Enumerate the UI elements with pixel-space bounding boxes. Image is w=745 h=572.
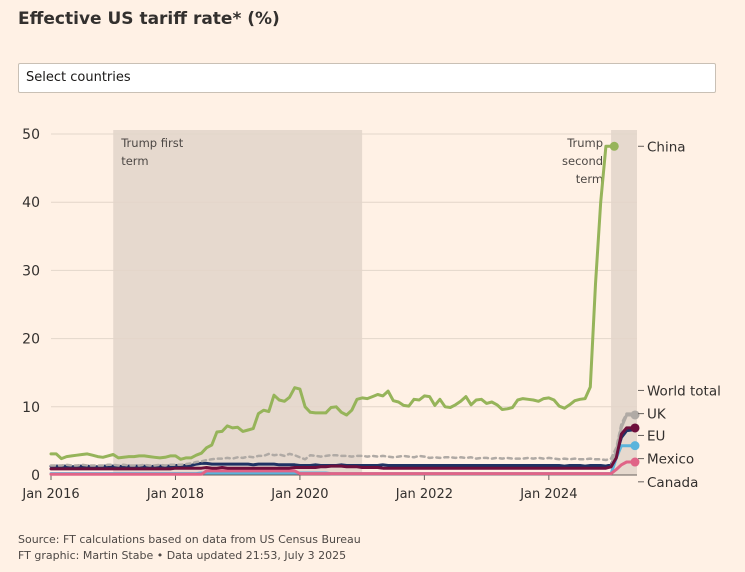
series-end-dot-eu bbox=[630, 423, 640, 433]
y-tick-label: 20 bbox=[22, 332, 40, 348]
x-tick-label: Jan 2020 bbox=[270, 487, 328, 502]
select-countries-dropdown[interactable]: Select countries bbox=[18, 63, 716, 93]
y-tick-label: 0 bbox=[31, 468, 40, 484]
series-end-dot-china bbox=[609, 141, 619, 151]
series-line-eu bbox=[49, 426, 639, 471]
shaded-period-label: term bbox=[576, 172, 603, 186]
series-end-dot-uk bbox=[630, 410, 640, 420]
shaded-period-label: term bbox=[121, 154, 148, 168]
series-end-dot-mexico bbox=[630, 457, 640, 467]
x-tick-label: Jan 2024 bbox=[519, 487, 577, 502]
end-label-canada: Canada bbox=[647, 475, 698, 491]
y-tick-label: 10 bbox=[22, 400, 40, 416]
x-tick-label: Jan 2022 bbox=[395, 487, 453, 502]
end-label-uk: UK bbox=[647, 407, 667, 423]
series-lines bbox=[49, 141, 640, 476]
end-labels: China World total UK EU Mexico Canada bbox=[638, 139, 721, 491]
end-label-eu: EU bbox=[647, 428, 665, 444]
x-tick-label: Jan 2018 bbox=[146, 487, 204, 502]
y-tick-label: 50 bbox=[22, 127, 40, 143]
end-label-world-total: World total bbox=[647, 383, 721, 399]
x-axis-ticks: Jan 2016 Jan 2018 Jan 2020 Jan 2022 Jan 2024 bbox=[21, 475, 577, 502]
y-axis-ticks: 0 10 20 30 40 50 bbox=[22, 127, 40, 484]
series-end-dot-canada bbox=[630, 441, 640, 451]
shaded-period-label: Trump first bbox=[120, 136, 183, 150]
source-note: Source: FT calculations based on data fr… bbox=[18, 533, 361, 546]
x-tick-label: Jan 2016 bbox=[21, 487, 79, 502]
series-line-mexico bbox=[49, 460, 639, 476]
end-label-china: China bbox=[647, 139, 686, 155]
shaded-period-0 bbox=[113, 130, 363, 475]
y-tick-label: 30 bbox=[22, 263, 40, 279]
shaded-period-label: second bbox=[562, 154, 603, 168]
chart-title: Effective US tariff rate* (%) bbox=[18, 9, 280, 29]
tariff-line-chart: Trump first term Trump second term 0 10 20 30 40… bbox=[21, 127, 721, 502]
shaded-periods: Trump first term Trump second term bbox=[113, 130, 637, 475]
series-line-china bbox=[49, 144, 618, 461]
y-tick-label: 40 bbox=[22, 195, 40, 211]
end-label-mexico: Mexico bbox=[647, 452, 694, 468]
credit-note: FT graphic: Martin Stabe • Data updated … bbox=[18, 549, 347, 562]
series-line-world-total bbox=[49, 412, 639, 467]
shaded-period-label: Trump bbox=[566, 136, 603, 150]
